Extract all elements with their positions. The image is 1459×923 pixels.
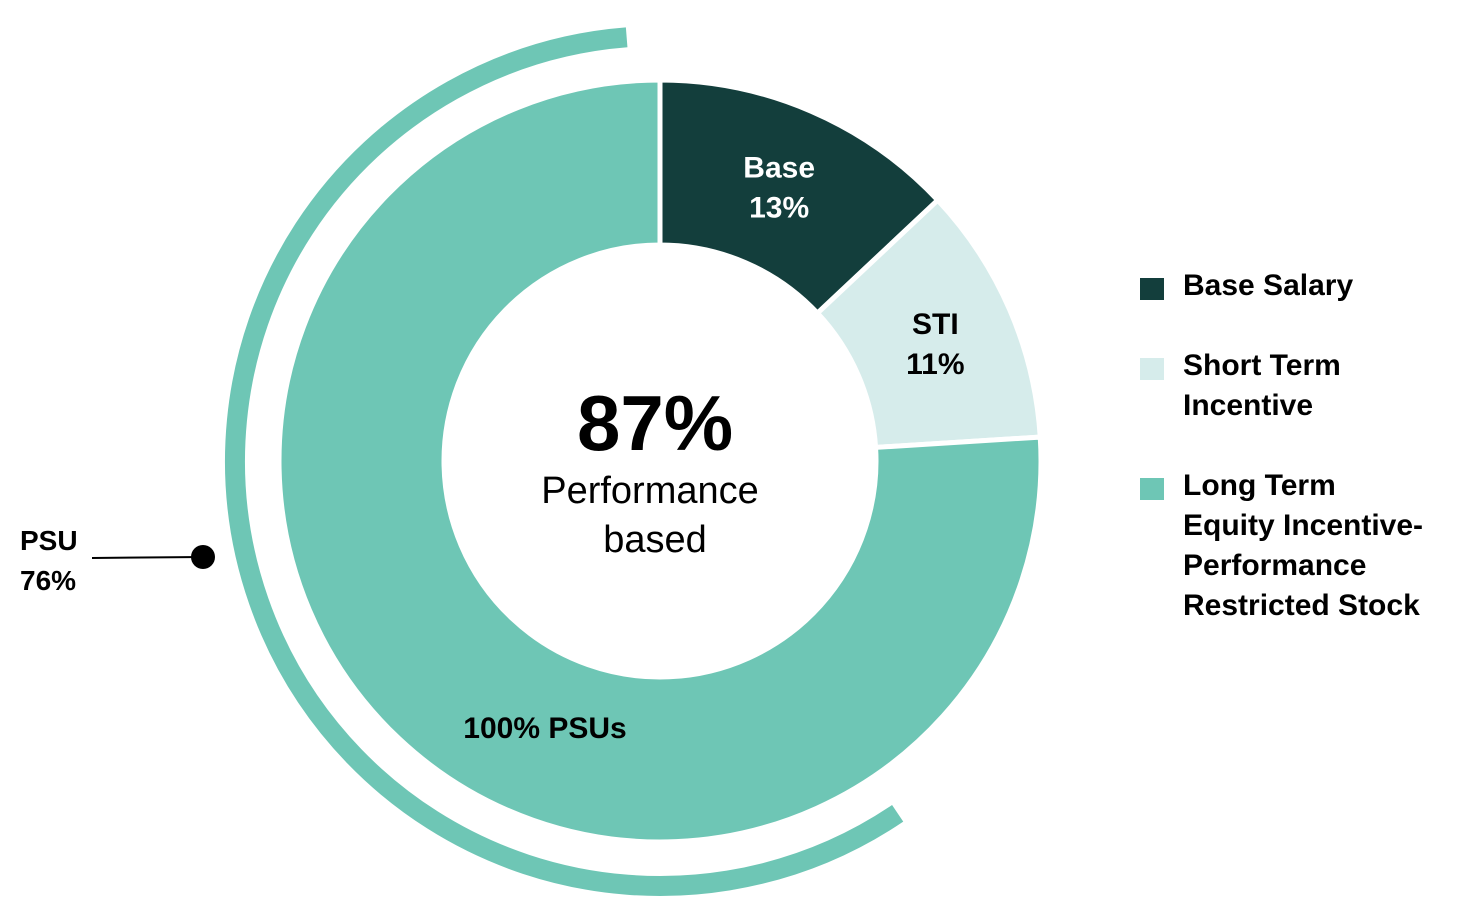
slice-label-value-base-salary: 13%: [749, 192, 809, 225]
slice-base-salary: [657, 77, 942, 317]
inner-annotation: 100% PSUs: [463, 712, 626, 745]
legend-item-long-term-equity: Long Term Equity Incentive- Performance …: [1140, 466, 1455, 626]
legend: Base Salary Short Term Incentive Long Te…: [1140, 266, 1455, 666]
legend-label-base-salary: Base Salary: [1183, 269, 1354, 302]
center-value: 87%: [577, 379, 733, 467]
legend-label-short-term-incentive: Short Term Incentive: [1183, 349, 1341, 422]
psu-label-value: 76%: [20, 565, 76, 596]
psu-leader-line: [91, 556, 204, 559]
legend-swatch-base-salary: [1140, 278, 1164, 300]
center-line-1: Performance: [541, 470, 759, 512]
legend-swatch-short-term-incentive: [1140, 358, 1164, 380]
psu-label-name: PSU: [20, 525, 78, 556]
psu-outer-arc-group: [225, 27, 904, 896]
center-line-2: based: [603, 519, 707, 561]
psu-outer-arc: [225, 27, 904, 896]
slice-labels: Base 13% STI 11%: [743, 152, 964, 381]
legend-label-long-term-equity: Long Term Equity Incentive- Performance …: [1183, 469, 1424, 622]
psu-leader-dot: [191, 545, 215, 569]
slice-label-value-short-term-incentive: 11%: [906, 348, 964, 381]
legend-swatch-long-term-equity: [1140, 478, 1164, 500]
donut-slices: [276, 77, 1044, 845]
slice-long-term-equity-incentive-performance-restricted-stock: [276, 77, 1044, 845]
legend-item-base-salary: Base Salary: [1140, 266, 1455, 306]
legend-item-short-term-incentive: Short Term Incentive: [1140, 346, 1455, 426]
slice-label-name-base-salary: Base: [743, 152, 815, 185]
slice-label-name-short-term-incentive: STI: [912, 308, 959, 341]
